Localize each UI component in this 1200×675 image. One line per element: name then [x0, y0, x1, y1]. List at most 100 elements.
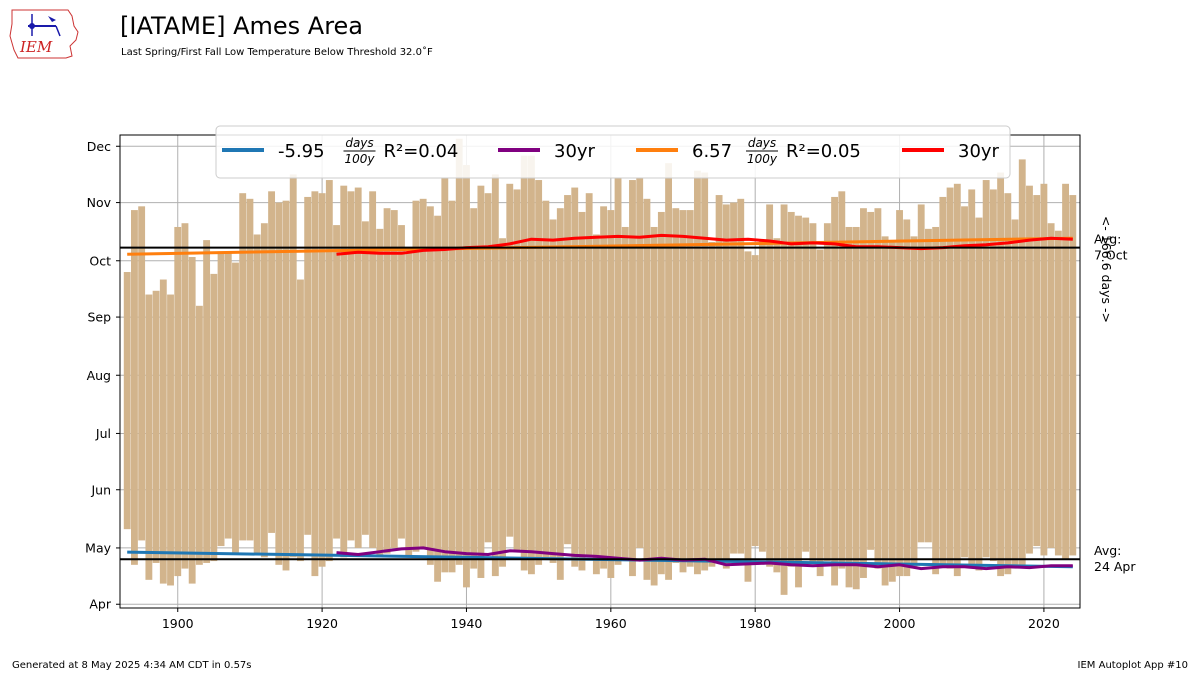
- year-bar: [910, 236, 918, 569]
- year-bar: [744, 251, 752, 582]
- year-bar: [1040, 183, 1048, 556]
- year-bar: [318, 193, 326, 567]
- year-bar: [1054, 230, 1062, 556]
- year-bar: [852, 226, 860, 590]
- year-bar: [203, 240, 211, 563]
- year-bar: [585, 193, 593, 556]
- legend-r2: R²=0.05: [786, 141, 861, 162]
- year-bar: [520, 155, 528, 571]
- year-bar: [701, 172, 709, 571]
- fall-avg-label-line1: Avg:: [1094, 232, 1121, 247]
- year-bar: [816, 249, 824, 577]
- year-bar: [737, 198, 745, 554]
- y-tick-label: Nov: [87, 195, 112, 210]
- year-bar: [282, 200, 290, 571]
- year-bar: [751, 255, 759, 547]
- year-bar: [152, 290, 160, 563]
- year-bar: [621, 226, 629, 562]
- year-bar: [463, 165, 470, 588]
- year-bar: [881, 236, 889, 586]
- year-bar: [766, 204, 774, 567]
- year-bar: [398, 225, 405, 539]
- x-tick-label: 1980: [739, 616, 771, 631]
- iem-logo: IEM: [8, 6, 82, 60]
- spring-avg-label-line2: 24 Apr: [1094, 559, 1136, 574]
- year-bar: [932, 226, 940, 575]
- year-bar: [340, 185, 348, 558]
- year-bar: [1047, 223, 1055, 548]
- year-bar: [564, 195, 571, 545]
- year-bar: [246, 198, 254, 541]
- year-bar: [694, 170, 701, 575]
- year-bar: [679, 210, 687, 573]
- year-bar: [838, 191, 846, 569]
- year-bar: [896, 210, 903, 577]
- year-bar: [903, 219, 911, 577]
- y-tick-label: Dec: [87, 139, 111, 154]
- bars-layer: [123, 138, 1077, 595]
- year-bar: [924, 228, 932, 543]
- y-tick-label: Aug: [87, 368, 111, 383]
- year-bar: [888, 241, 896, 582]
- spring-avg-label-line1: Avg:: [1094, 543, 1121, 558]
- page-title: [IATAME] Ames Area: [120, 12, 363, 40]
- year-bar: [325, 180, 333, 562]
- year-bar: [665, 163, 672, 580]
- legend-unit-numerator: days: [345, 136, 373, 150]
- legend-box: [215, 125, 1011, 179]
- year-bar: [123, 272, 131, 530]
- year-bar: [939, 196, 947, 567]
- year-bar: [174, 226, 182, 577]
- year-bar: [571, 187, 579, 567]
- year-bar: [354, 187, 362, 548]
- year-bar: [434, 215, 442, 582]
- y-tick-label: Apr: [89, 597, 111, 612]
- year-bar: [260, 223, 268, 558]
- year-bar: [535, 180, 543, 565]
- year-bar: [455, 138, 463, 565]
- year-bar: [275, 202, 283, 565]
- year-bar: [484, 193, 492, 543]
- page-subtitle: Last Spring/First Fall Low Temperature B…: [121, 47, 433, 58]
- year-bar: [946, 187, 954, 569]
- year-bar: [722, 204, 730, 569]
- year-bar: [506, 183, 514, 537]
- x-tick-label: 1960: [595, 616, 627, 631]
- x-tick-label: 1900: [162, 616, 194, 631]
- year-bar: [556, 208, 564, 580]
- legend-slope: -5.95: [278, 141, 325, 162]
- year-bar: [592, 234, 600, 575]
- legend-unit-denominator: 100y: [344, 152, 375, 166]
- year-bar: [390, 210, 398, 548]
- x-tick-label: 2000: [884, 616, 916, 631]
- year-bar: [874, 208, 882, 569]
- year-bar: [997, 172, 1005, 577]
- year-bar: [1033, 195, 1041, 547]
- year-bar: [715, 195, 723, 562]
- year-bar: [860, 208, 867, 578]
- year-bar: [333, 225, 340, 539]
- year-bar: [650, 226, 658, 586]
- year-bar: [383, 208, 391, 554]
- year-bar: [802, 217, 810, 552]
- year-bar: [968, 189, 976, 565]
- year-bar: [188, 257, 196, 584]
- year-bar: [773, 238, 781, 573]
- year-bar: [1011, 219, 1019, 569]
- year-bar: [441, 178, 449, 573]
- year-bar: [823, 223, 831, 562]
- year-bar: [953, 183, 961, 577]
- legend-label: 30yr: [554, 141, 596, 162]
- year-bar: [528, 155, 535, 575]
- year-bar: [975, 217, 983, 571]
- year-bar: [311, 191, 319, 577]
- year-bar: [1069, 195, 1077, 556]
- year-bar: [549, 219, 557, 563]
- y-tick-label: Sep: [87, 310, 111, 325]
- year-bar: [845, 226, 853, 588]
- year-bar: [989, 189, 997, 562]
- year-bar: [780, 204, 788, 595]
- generated-note: Generated at 8 May 2025 4:34 AM CDT in 0…: [12, 660, 252, 671]
